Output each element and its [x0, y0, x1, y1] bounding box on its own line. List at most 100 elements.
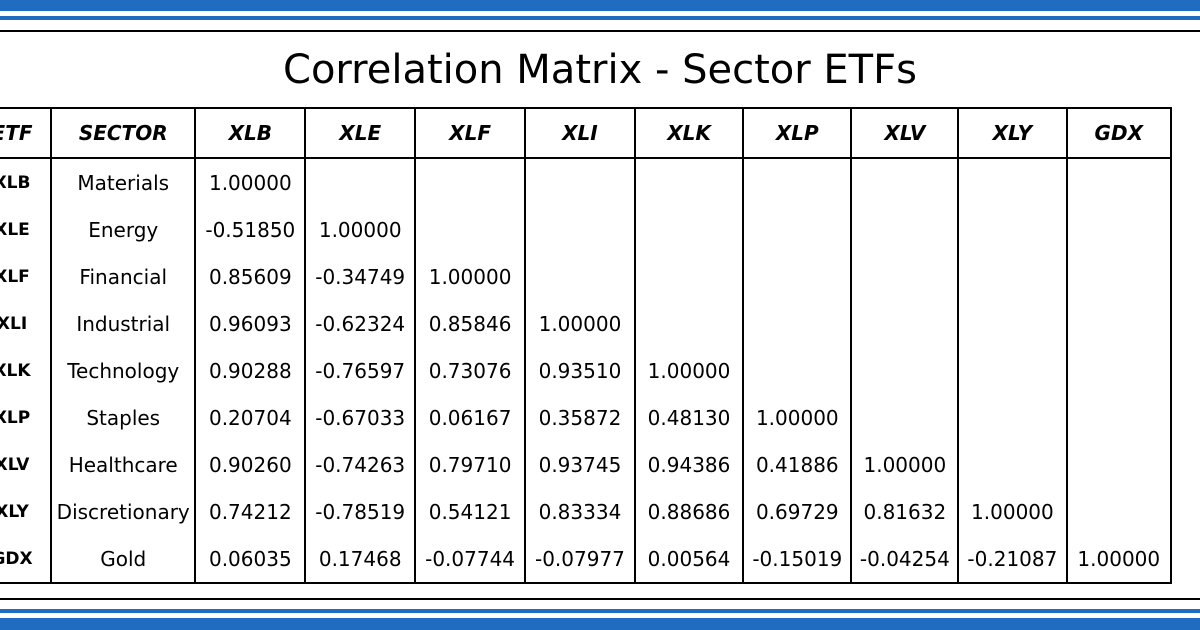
- correlation-cell: 1.00000: [633, 347, 745, 394]
- correlation-cell: 0.96093: [194, 300, 307, 347]
- correlation-cell: [957, 253, 1068, 300]
- correlation-cell: 1.00000: [957, 488, 1068, 535]
- table-row: XLYDiscretionary0.74212-0.785190.541210.…: [0, 488, 1173, 535]
- correlation-cell: -0.21087: [957, 535, 1068, 584]
- correlation-cell: [1065, 158, 1173, 206]
- correlation-cell: [957, 441, 1068, 488]
- correlation-cell: -0.78519: [304, 488, 417, 535]
- column-header-xlv: XLV: [850, 107, 960, 159]
- column-header-gdx: GDX: [1065, 107, 1173, 159]
- correlation-cell: [1065, 347, 1173, 394]
- correlation-cell: 0.93745: [524, 441, 636, 488]
- row-sector-label: Gold: [50, 535, 197, 584]
- correlation-cell: 0.90288: [194, 347, 307, 394]
- correlation-cell: [742, 300, 853, 347]
- table-row: XLKTechnology0.90288-0.765970.730760.935…: [0, 347, 1173, 394]
- correlation-cell: [1065, 253, 1173, 300]
- correlation-cell: 0.35872: [524, 394, 636, 441]
- correlation-cell: -0.51850: [194, 206, 307, 253]
- table-row: XLPStaples0.20704-0.670330.061670.358720…: [0, 394, 1173, 441]
- correlation-cell: [957, 158, 1068, 206]
- column-header-etf: ETF: [0, 107, 53, 159]
- correlation-cell: [850, 394, 960, 441]
- row-etf-label: XLI: [0, 300, 53, 347]
- correlation-cell: [850, 158, 960, 206]
- correlation-cell: [524, 253, 636, 300]
- correlation-cell: 0.06167: [414, 394, 527, 441]
- correlation-cell: 1.00000: [304, 206, 417, 253]
- column-header-xli: XLI: [524, 107, 636, 159]
- correlation-cell: [1065, 300, 1173, 347]
- correlation-cell: [1065, 441, 1173, 488]
- correlation-cell: [1065, 206, 1173, 253]
- row-sector-label: Industrial: [50, 300, 197, 347]
- chart-title: Correlation Matrix - Sector ETFs: [283, 47, 917, 93]
- correlation-cell: [957, 347, 1068, 394]
- correlation-cell: [1065, 394, 1173, 441]
- column-header-xlp: XLP: [742, 107, 853, 159]
- correlation-cell: 0.48130: [633, 394, 745, 441]
- correlation-cell: -0.74263: [304, 441, 417, 488]
- correlation-cell: 1.00000: [850, 441, 960, 488]
- correlation-cell: 1.00000: [194, 158, 307, 206]
- row-sector-label: Energy: [50, 206, 197, 253]
- row-sector-label: Materials: [50, 158, 197, 206]
- correlation-cell: 0.06035: [194, 535, 307, 584]
- correlation-cell: 0.79710: [414, 441, 527, 488]
- correlation-cell: [633, 206, 745, 253]
- row-sector-label: Staples: [50, 394, 197, 441]
- correlation-cell: 0.88686: [633, 488, 745, 535]
- top-accent-line: [0, 16, 1200, 20]
- correlation-cell: -0.76597: [304, 347, 417, 394]
- correlation-cell: [633, 253, 745, 300]
- correlation-cell: -0.67033: [304, 394, 417, 441]
- correlation-cell: [524, 206, 636, 253]
- correlation-cell: 0.94386: [633, 441, 745, 488]
- correlation-cell: [742, 206, 853, 253]
- correlation-cell: [957, 206, 1068, 253]
- correlation-cell: [304, 158, 417, 206]
- row-etf-label: XLP: [0, 394, 53, 441]
- correlation-cell: 0.85609: [194, 253, 307, 300]
- correlation-cell: [414, 206, 527, 253]
- correlation-cell: 0.69729: [742, 488, 853, 535]
- row-etf-label: XLV: [0, 441, 53, 488]
- column-header-xle: XLE: [304, 107, 417, 159]
- row-sector-label: Technology: [50, 347, 197, 394]
- correlation-cell: [524, 158, 636, 206]
- correlation-cell: -0.15019: [742, 535, 853, 584]
- correlation-cell: 0.17468: [304, 535, 417, 584]
- correlation-cell: [957, 394, 1068, 441]
- row-etf-label: XLB: [0, 158, 53, 206]
- top-accent-band: [0, 0, 1200, 11]
- correlation-cell: 0.83334: [524, 488, 636, 535]
- correlation-cell: 0.54121: [414, 488, 527, 535]
- column-header-xlk: XLK: [633, 107, 745, 159]
- bottom-accent-line: [0, 609, 1200, 613]
- table-row: XLIIndustrial0.96093-0.623240.858461.000…: [0, 300, 1173, 347]
- correlation-cell: 0.85846: [414, 300, 527, 347]
- correlation-cell: 1.00000: [1065, 535, 1173, 584]
- correlation-cell: 0.74212: [194, 488, 307, 535]
- table-row: GDXGold0.060350.17468-0.07744-0.079770.0…: [0, 535, 1173, 584]
- correlation-cell: -0.04254: [850, 535, 960, 584]
- correlation-cell: 0.73076: [414, 347, 527, 394]
- correlation-cell: 1.00000: [414, 253, 527, 300]
- column-header-sector: SECTOR: [50, 107, 197, 159]
- column-header-xlf: XLF: [414, 107, 527, 159]
- correlation-cell: -0.62324: [304, 300, 417, 347]
- table-body: XLBMaterials1.00000XLEEnergy-0.518501.00…: [0, 158, 1173, 584]
- correlation-table: ETFSECTORXLBXLEXLFXLIXLKXLPXLVXLYGDX XLB…: [0, 107, 1173, 584]
- row-etf-label: XLE: [0, 206, 53, 253]
- column-header-xly: XLY: [957, 107, 1068, 159]
- correlation-cell: 0.93510: [524, 347, 636, 394]
- correlation-cell: 1.00000: [524, 300, 636, 347]
- correlation-cell: 0.00564: [633, 535, 745, 584]
- column-header-xlb: XLB: [194, 107, 307, 159]
- correlation-cell: 0.81632: [850, 488, 960, 535]
- correlation-cell: [957, 300, 1068, 347]
- correlation-cell: -0.07744: [414, 535, 527, 584]
